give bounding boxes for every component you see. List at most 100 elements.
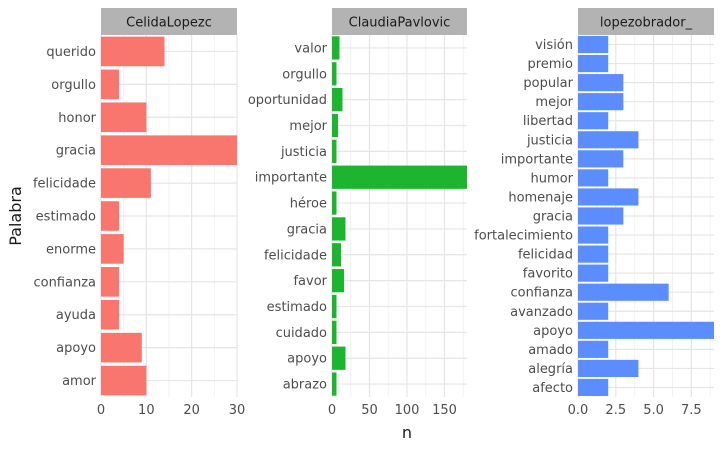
bar-orgullo: [101, 69, 120, 100]
bar-ayuda: [101, 299, 120, 330]
category-label: justicia: [526, 133, 573, 148]
bar-mejor: [332, 113, 338, 138]
category-label: orgullo: [51, 78, 96, 93]
bar-favorito: [578, 264, 609, 282]
bar-amor: [101, 365, 147, 396]
bar-favor: [332, 269, 344, 293]
panel-strip-label: CelidaLopezc: [126, 16, 212, 31]
category-label: homenaje: [508, 190, 573, 205]
category-label: confianza: [33, 275, 96, 290]
category-label: abrazo: [283, 378, 327, 393]
bar-estimado: [101, 201, 120, 231]
category-label: premio: [527, 57, 573, 72]
category-label: orgullo: [282, 67, 327, 82]
bar-apoyo: [332, 346, 346, 370]
x-tick-label: 0: [97, 403, 105, 418]
category-label: importante: [255, 171, 327, 186]
bar-libertad: [578, 112, 609, 130]
category-label: mejor: [535, 95, 573, 110]
bar-querido: [101, 36, 165, 67]
bar-premio: [578, 55, 609, 73]
category-label: apoyo: [287, 352, 327, 367]
x-axis-title: n: [402, 423, 412, 442]
category-label: amor: [62, 374, 97, 389]
bar-confianza: [578, 283, 669, 301]
category-label: felicidad: [518, 248, 573, 263]
bar-avanzado: [578, 302, 609, 320]
bar-apoyo: [578, 321, 714, 339]
category-label: gracia: [287, 222, 327, 237]
bar-héroe: [332, 191, 337, 215]
category-label: favor: [293, 274, 327, 289]
bar-felicidade: [101, 168, 151, 198]
bar-apoyo: [101, 332, 142, 363]
category-label: apoyo: [533, 324, 573, 339]
panel-1: CelidaLopezc amor apoyo ayuda confianza enorm…: [33, 8, 245, 418]
bar-homenaje: [578, 188, 639, 206]
category-label: alegría: [528, 362, 573, 377]
x-tick-label: 10: [138, 403, 155, 418]
category-label: justicia: [280, 145, 327, 160]
category-label: importante: [501, 152, 573, 167]
bar-justicia: [332, 139, 337, 163]
bar-afecto: [578, 378, 609, 397]
category-label: gracia: [533, 210, 573, 225]
category-label: favorito: [523, 267, 573, 282]
category-label: avanzado: [510, 305, 573, 320]
category-label: oportunidad: [248, 93, 327, 108]
category-label: felicidade: [33, 177, 96, 192]
x-tick-label: 30: [229, 403, 246, 418]
bar-orgullo: [332, 62, 337, 86]
category-label: enorme: [46, 242, 96, 257]
x-tick-label: 100: [395, 403, 420, 418]
x-tick-label: 5.0: [643, 403, 664, 418]
bar-visión: [578, 35, 609, 54]
bar-amado: [578, 340, 609, 358]
bar-humor: [578, 169, 609, 187]
bar-honor: [101, 102, 147, 133]
x-tick-label: 0.0: [568, 403, 589, 418]
bar-oportunidad: [332, 88, 343, 112]
bar-justicia: [578, 131, 639, 149]
bar-valor: [332, 36, 340, 60]
x-tick-label: 50: [361, 403, 378, 418]
bar-felicidade: [332, 243, 341, 267]
panel-strip-bg: [332, 8, 467, 35]
bar-mejor: [578, 93, 624, 111]
bar-gracia: [332, 217, 346, 241]
bar-alegría: [578, 359, 639, 377]
category-label: apoyo: [56, 341, 96, 356]
category-label: popular: [523, 76, 573, 91]
category-label: confianza: [510, 286, 573, 301]
bar-enorme: [101, 234, 124, 264]
x-tick-label: 2.5: [605, 403, 626, 418]
bar-popular: [578, 74, 624, 92]
bar-confianza: [101, 267, 120, 297]
bar-fortalecimiento: [578, 226, 609, 244]
x-tick-label: 20: [183, 403, 200, 418]
category-label: honor: [58, 111, 96, 126]
category-label: mejor: [289, 119, 327, 134]
category-label: visión: [535, 38, 573, 53]
category-label: felicidade: [264, 248, 327, 263]
panel-strip-label: ClaudiaPavlovic: [349, 16, 451, 31]
bar-gracia: [578, 207, 624, 225]
category-label: ayuda: [56, 308, 96, 323]
panel-2: ClaudiaPavlovic abrazo apoyo cuidado estimad…: [248, 8, 467, 418]
bar-importante: [332, 165, 467, 189]
bar-estimado: [332, 294, 337, 319]
category-label: amado: [528, 343, 573, 358]
category-label: libertad: [523, 114, 573, 129]
x-tick-label: 7.5: [681, 403, 702, 418]
category-label: estimado: [267, 300, 327, 315]
category-label: gracia: [56, 144, 96, 159]
x-tick-label: 150: [432, 403, 457, 418]
panel-strip-bg: [101, 8, 237, 35]
category-label: héroe: [290, 197, 327, 212]
panel-strip-bg: [578, 8, 714, 35]
panel-3: lopezobrador_afecto alegría amado apoyo avan…: [474, 8, 714, 418]
x-tick-label: 0: [328, 403, 336, 418]
category-label: fortalecimiento: [474, 229, 573, 244]
